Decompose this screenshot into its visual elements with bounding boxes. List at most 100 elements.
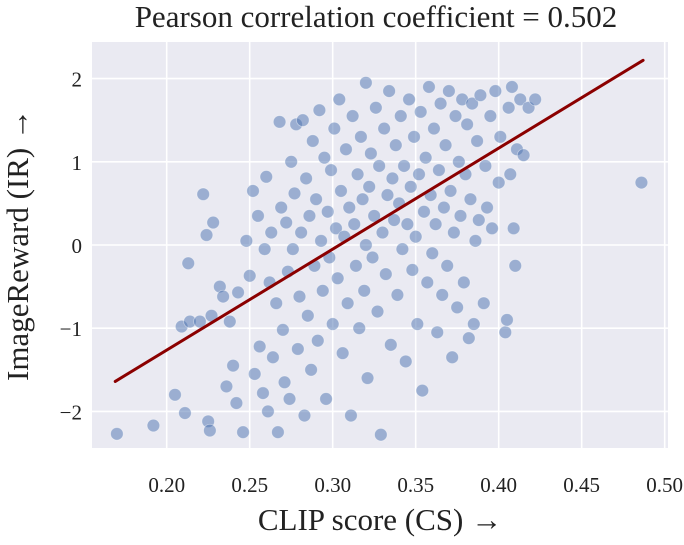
data-point — [325, 317, 340, 331]
regression-line — [113, 58, 645, 383]
data-point — [312, 103, 327, 117]
data-point — [440, 259, 454, 273]
data-point — [473, 88, 488, 102]
data-point — [491, 175, 506, 190]
x-tick-label: 0.35 — [397, 473, 434, 497]
data-point — [528, 92, 542, 107]
data-point — [334, 184, 348, 198]
data-point — [427, 121, 441, 136]
data-point — [364, 146, 378, 161]
data-point — [389, 138, 403, 152]
data-point — [257, 242, 272, 256]
data-point — [294, 225, 308, 240]
data-point — [335, 346, 350, 360]
data-point — [382, 84, 396, 98]
data-point — [266, 350, 280, 365]
data-point — [395, 242, 410, 256]
data-point — [168, 388, 182, 402]
data-point — [483, 109, 498, 123]
data-point — [399, 354, 413, 369]
data-point — [375, 225, 390, 240]
data-point — [342, 200, 356, 215]
x-tick-label: 0.50 — [646, 473, 683, 497]
data-point — [252, 339, 267, 354]
data-point — [247, 367, 262, 381]
data-point — [206, 215, 220, 230]
data-point — [442, 84, 456, 98]
data-point — [264, 225, 278, 240]
data-point — [418, 150, 433, 165]
data-point — [407, 130, 421, 144]
data-point — [448, 109, 463, 123]
data-point — [309, 192, 323, 206]
data-point — [314, 234, 328, 248]
data-point — [321, 205, 335, 219]
data-point — [327, 121, 342, 136]
data-point — [242, 269, 257, 283]
data-point — [291, 342, 305, 356]
data-point — [370, 304, 385, 319]
data-point — [329, 221, 343, 236]
y-tick-label: 0 — [72, 234, 83, 258]
data-point — [304, 363, 318, 377]
data-point — [501, 101, 516, 115]
data-point — [397, 159, 411, 173]
data-point — [178, 406, 192, 420]
data-point — [438, 138, 453, 152]
y-tick-labels: 2 1 0 −1 −2 — [60, 68, 82, 425]
data-point — [199, 228, 214, 242]
x-axis-label: CLIP score (CS) → — [258, 502, 502, 537]
data-point — [316, 284, 330, 298]
data-point — [286, 242, 300, 256]
data-point — [181, 256, 195, 271]
data-point — [450, 300, 464, 315]
data-point — [292, 289, 307, 304]
data-point — [359, 238, 373, 252]
data-point — [432, 163, 446, 177]
data-point — [372, 159, 386, 173]
data-point — [377, 121, 391, 136]
data-point — [306, 134, 320, 148]
data-point — [274, 200, 288, 215]
data-point — [394, 109, 408, 123]
y-tick-label: −2 — [60, 400, 82, 424]
data-point — [344, 408, 358, 423]
data-point — [287, 186, 302, 201]
y-tick-label: −1 — [60, 317, 82, 341]
data-point — [505, 80, 519, 94]
data-point — [282, 392, 297, 406]
x-tick-labels: 0.20 0.25 0.30 0.35 0.40 0.45 0.50 — [148, 473, 683, 497]
scatter-points — [110, 76, 649, 442]
data-point — [279, 215, 293, 230]
data-point — [277, 375, 292, 389]
data-point — [379, 267, 393, 281]
data-point — [508, 259, 522, 273]
data-point — [468, 234, 483, 248]
data-point — [311, 333, 325, 348]
data-point — [297, 408, 312, 423]
data-point — [413, 105, 428, 119]
data-point — [302, 209, 317, 223]
data-point — [223, 314, 237, 329]
data-point — [498, 325, 513, 340]
data-point — [276, 323, 290, 337]
data-point — [229, 396, 244, 410]
data-point — [457, 275, 471, 290]
data-point — [226, 358, 240, 373]
data-point — [347, 217, 361, 231]
data-point — [437, 200, 451, 215]
data-point — [452, 155, 466, 169]
data-point — [355, 192, 370, 206]
data-point — [296, 113, 310, 127]
x-tick-label: 0.45 — [563, 473, 600, 497]
data-point — [261, 404, 275, 419]
data-point — [472, 213, 486, 227]
data-point — [251, 209, 265, 223]
data-point — [428, 217, 443, 231]
data-point — [410, 317, 425, 331]
data-point — [463, 192, 478, 206]
data-point — [634, 175, 649, 190]
chart-title: Pearson correlation coefficient = 0.502 — [135, 0, 618, 34]
data-point — [354, 130, 368, 144]
